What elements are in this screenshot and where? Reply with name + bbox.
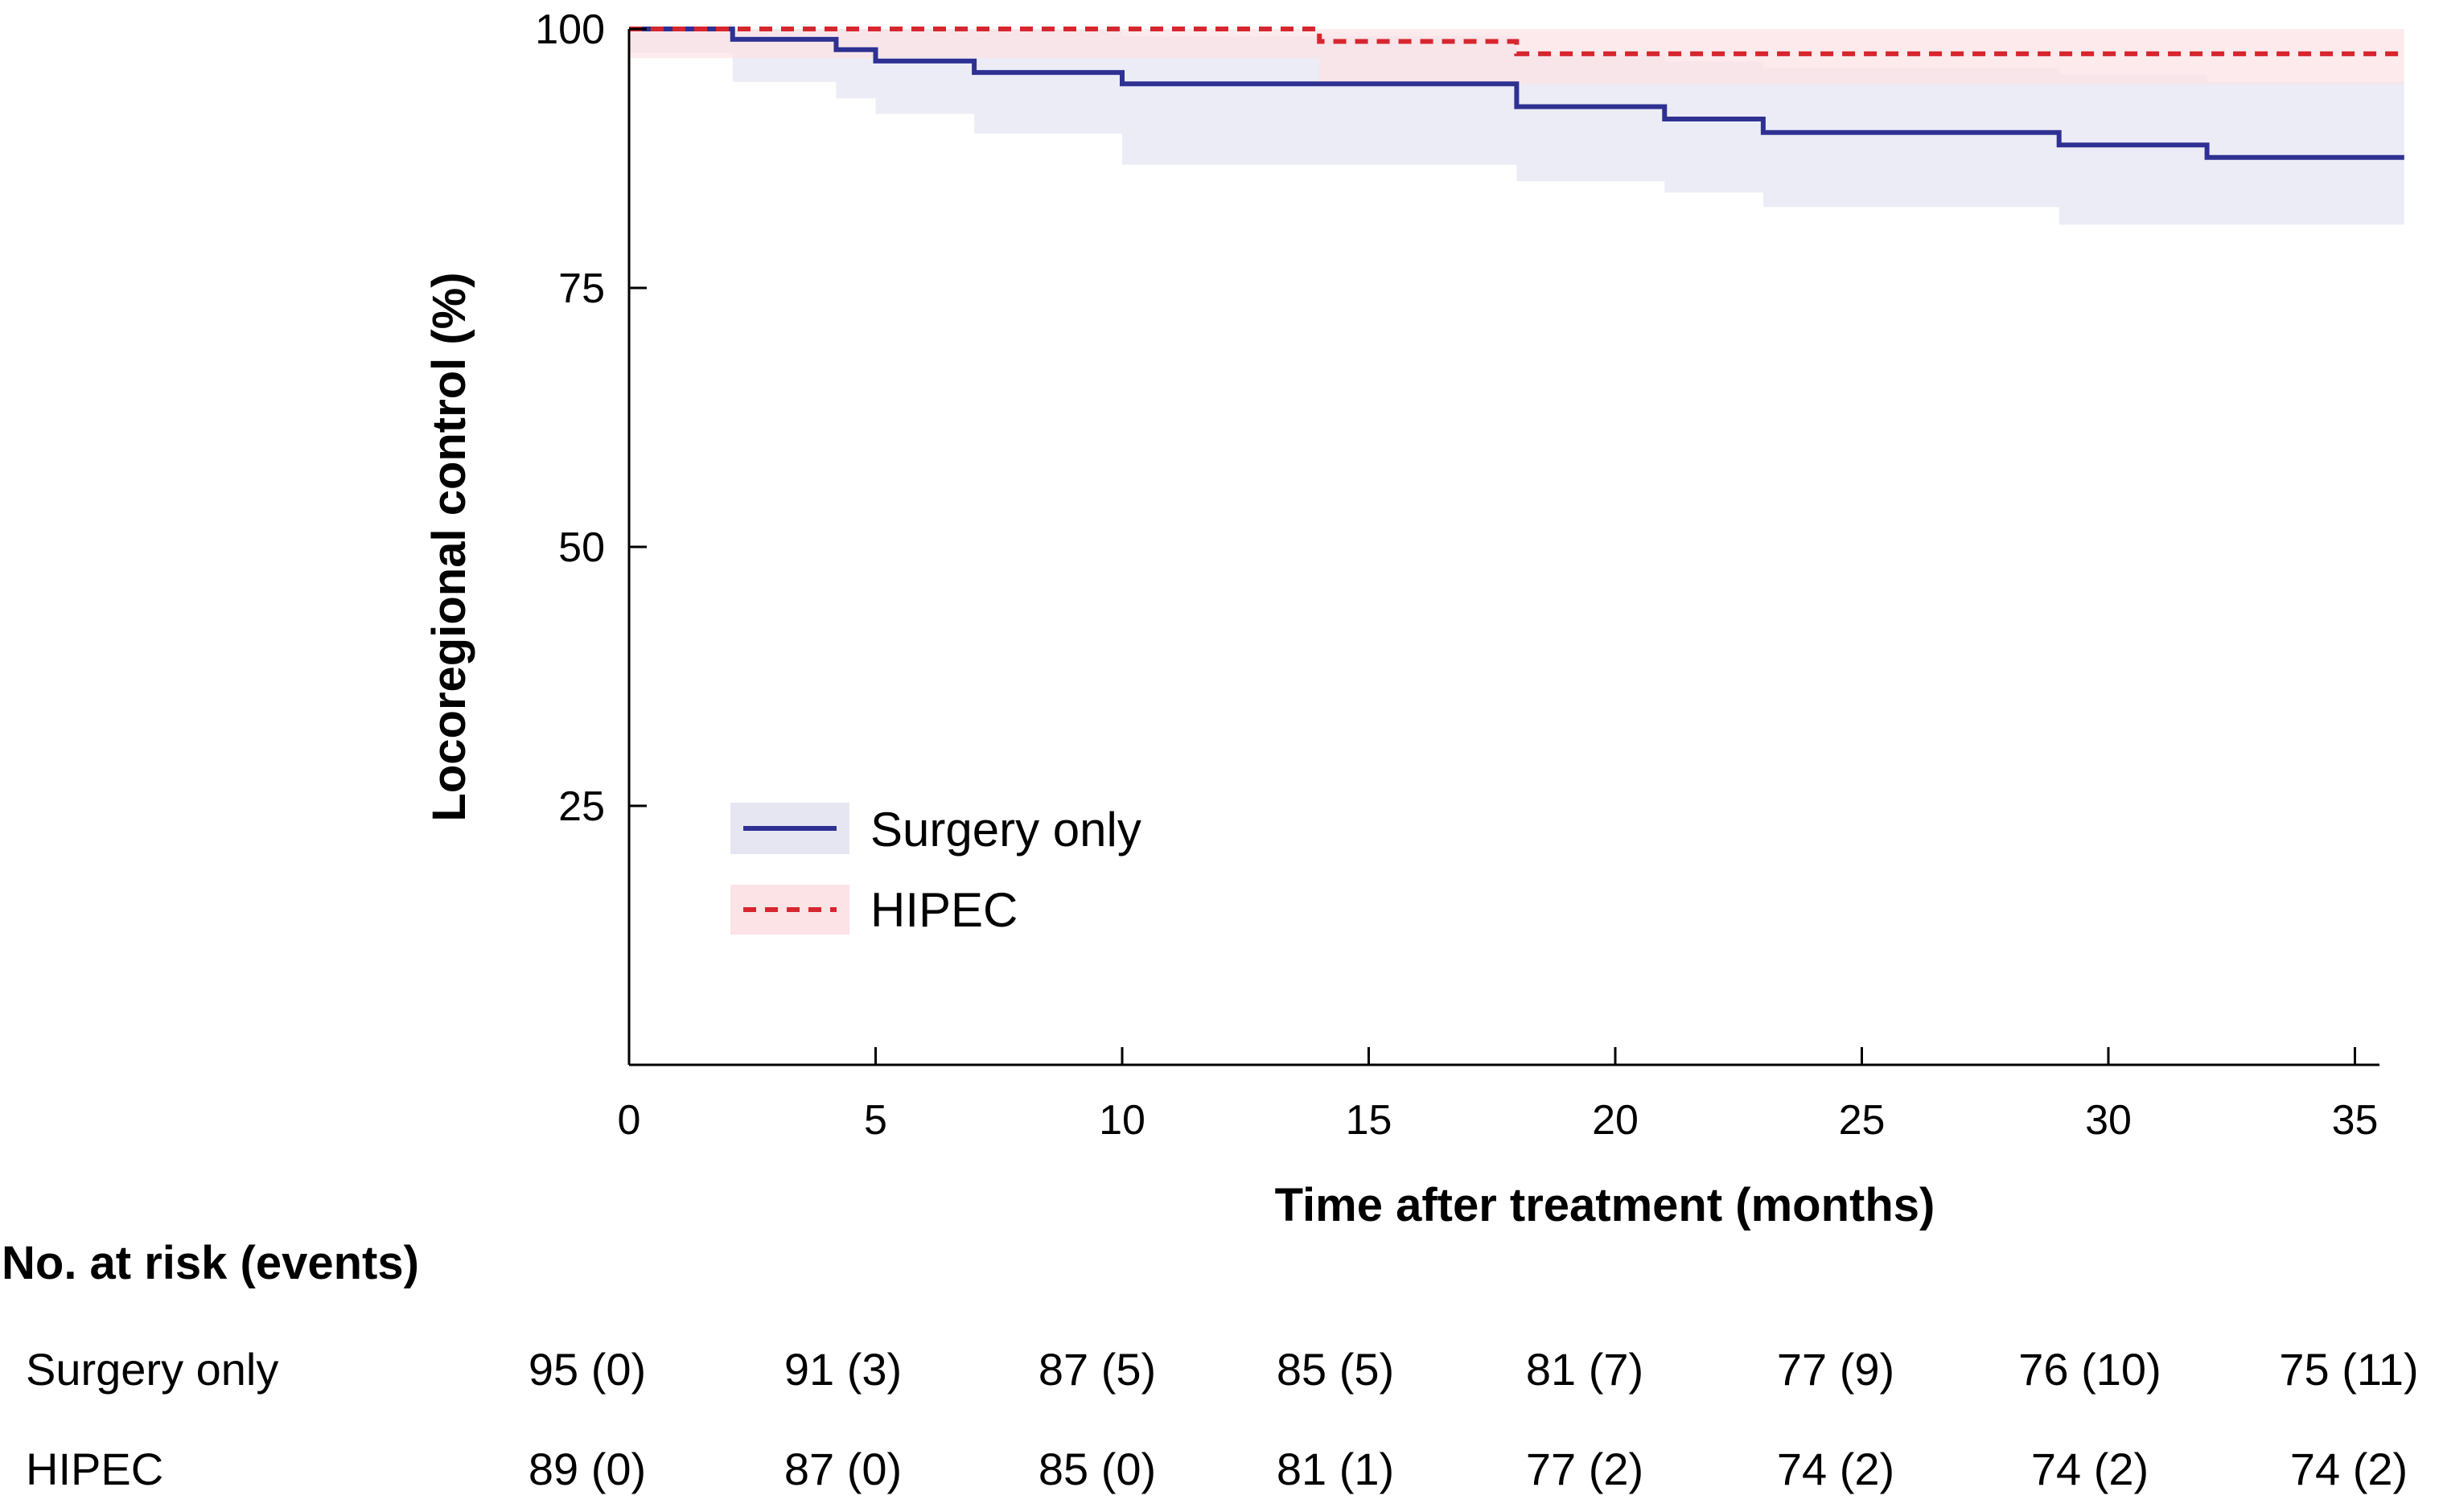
- x-tick-label-5: 5: [864, 1097, 887, 1144]
- legend-item-hipec: HIPEC: [730, 883, 1018, 937]
- x-tick-label-0: 0: [618, 1097, 641, 1144]
- risk-cell-hipec-6: 74 (2): [2031, 1444, 2149, 1494]
- risk-cell-hipec-2: 85 (0): [1038, 1444, 1156, 1494]
- risk-cell-surgery-only-3: 85 (5): [1277, 1344, 1394, 1395]
- legend: Surgery only HIPEC: [730, 803, 1141, 937]
- x-axis-title: Time after treatment (months): [1275, 1179, 1935, 1231]
- legend-item-surgery-only: Surgery only: [730, 803, 1141, 857]
- risk-cell-surgery-only-7: 75 (11): [2279, 1344, 2418, 1395]
- y-tick-label-25: 25: [558, 783, 605, 830]
- legend-label-surgery-only: Surgery only: [870, 803, 1141, 857]
- risk-cell-surgery-only-2: 87 (5): [1038, 1344, 1156, 1395]
- y-tick-label-100: 100: [535, 6, 605, 53]
- x-tick-label-35: 35: [2332, 1097, 2379, 1144]
- risk-table-title: No. at risk (events): [2, 1237, 419, 1289]
- risk-table: No. at risk (events) Surgery only HIPEC …: [2, 1237, 2419, 1494]
- ci-band-hipec: [629, 29, 2404, 84]
- risk-values: 95 (0) 91 (3) 87 (5) 85 (5) 81 (7) 77 (9) 76 (…: [528, 1344, 2419, 1494]
- confidence-bands: [629, 29, 2404, 225]
- risk-cell-hipec-5: 74 (2): [1777, 1444, 1894, 1494]
- y-tick-label-50: 50: [558, 524, 605, 571]
- risk-cell-hipec-1: 87 (0): [784, 1444, 902, 1494]
- risk-row-label-surgery-only: Surgery only: [26, 1344, 278, 1395]
- series-line-hipec: [629, 27, 2404, 56]
- risk-cell-surgery-only-6: 76 (10): [2018, 1344, 2161, 1395]
- risk-cell-surgery-only-5: 77 (9): [1777, 1344, 1894, 1395]
- series-line-surgery-only: [629, 27, 2404, 160]
- y-axis-title: Locoregional control (%): [423, 272, 475, 821]
- risk-cell-hipec-4: 77 (2): [1526, 1444, 1643, 1494]
- survival-curves: [629, 27, 2404, 160]
- x-tick-label-30: 30: [2085, 1097, 2132, 1144]
- risk-row-label-hipec: HIPEC: [26, 1444, 163, 1494]
- risk-cell-hipec-0: 89 (0): [528, 1444, 646, 1494]
- legend-label-hipec: HIPEC: [870, 883, 1018, 937]
- risk-cell-hipec-3: 81 (1): [1277, 1444, 1394, 1494]
- x-tick-label-25: 25: [1839, 1097, 1886, 1144]
- risk-cell-hipec-7: 74 (2): [2290, 1444, 2408, 1494]
- risk-cell-surgery-only-1: 91 (3): [784, 1344, 902, 1395]
- x-tick-label-15: 15: [1346, 1097, 1392, 1144]
- x-tick-label-20: 20: [1592, 1097, 1639, 1144]
- x-tick-label-10: 10: [1099, 1097, 1145, 1144]
- risk-cell-surgery-only-0: 95 (0): [528, 1344, 646, 1395]
- y-tick-label-75: 75: [558, 265, 605, 312]
- risk-cell-surgery-only-4: 81 (7): [1526, 1344, 1643, 1395]
- ticks: 0 5 10 15 20 25 30 35 100 75 50 25: [535, 6, 2378, 1144]
